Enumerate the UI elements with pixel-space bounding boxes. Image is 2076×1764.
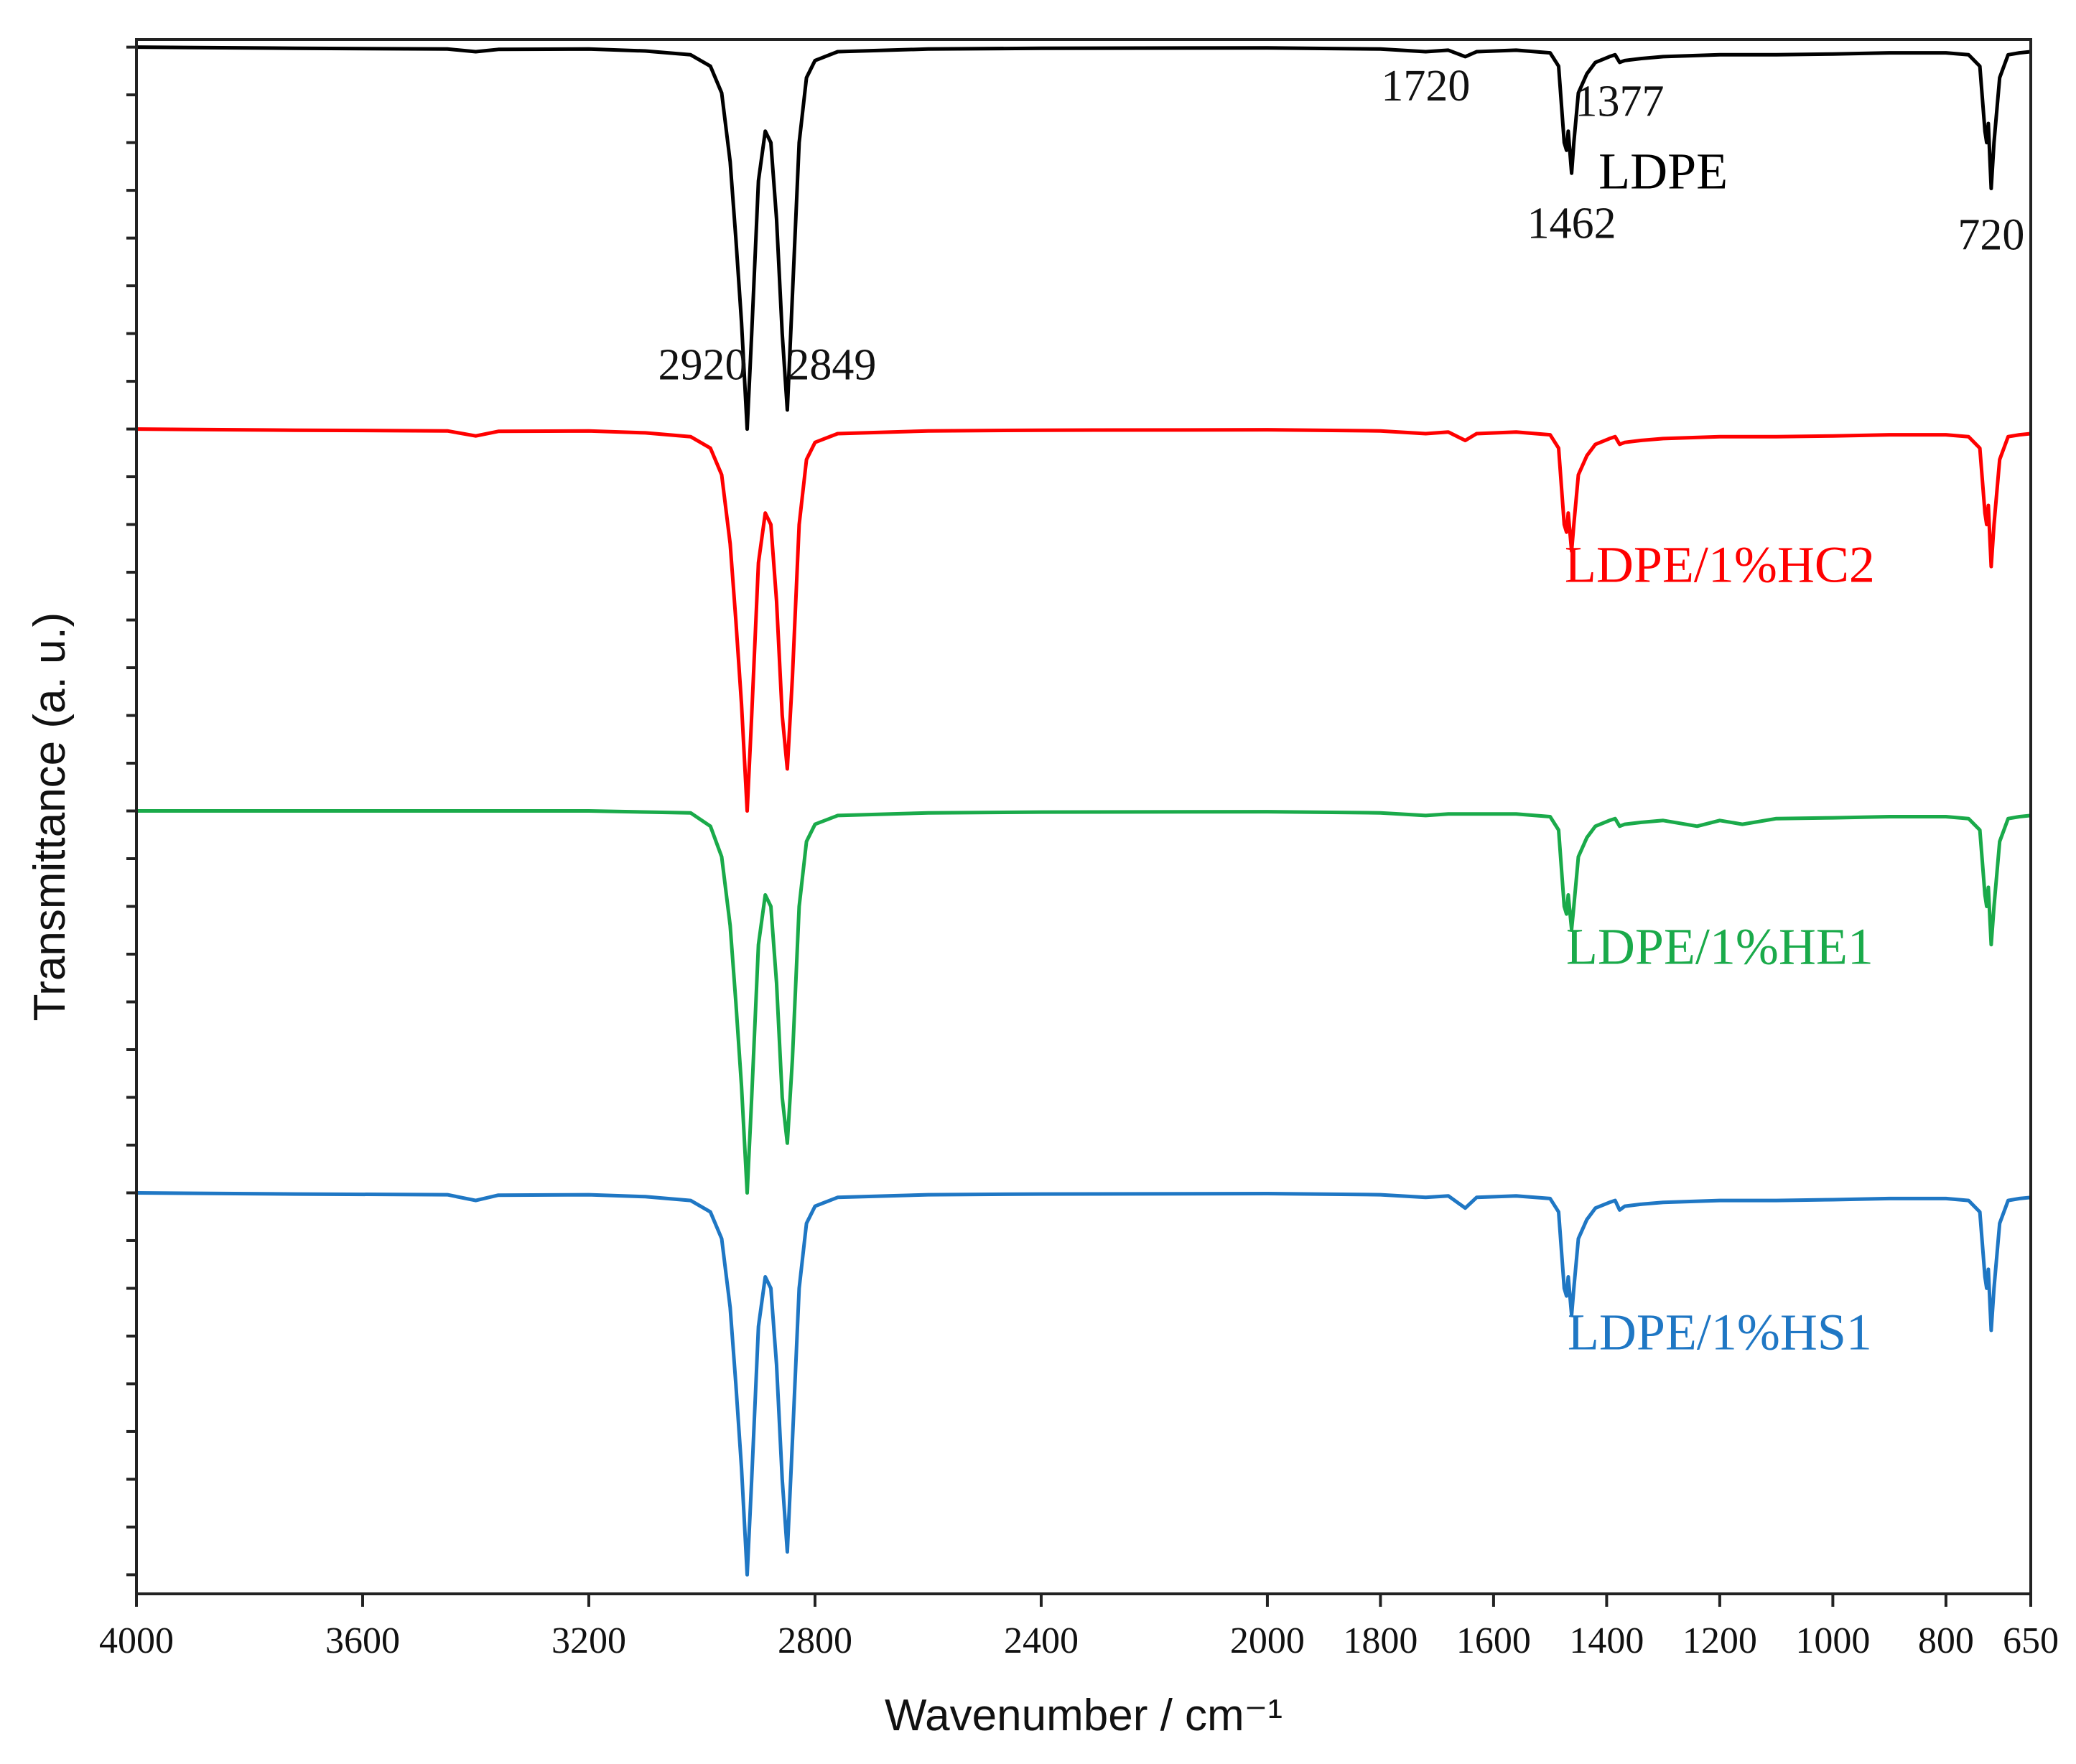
x-tick-label: 3600 [325,1620,400,1661]
x-tick-label: 4000 [99,1620,174,1661]
series-label: LDPE/1%HS1 [1568,1304,1872,1361]
x-axis-title: Wavenumber / cm⁻¹ [885,1691,1283,1740]
x-tick-label: 1800 [1343,1620,1418,1661]
x-tick-label: 3200 [551,1620,626,1661]
x-tick-label: 2800 [778,1620,852,1661]
peak-annotation: 1462 [1527,200,1616,248]
plot-frame [135,38,2032,1595]
x-tick-label: 1200 [1682,1620,1757,1661]
peak-annotation: 2849 [787,340,876,389]
peak-annotation: 1720 [1381,62,1470,111]
series-line-2 [136,427,2031,813]
x-tick-label: 1400 [1569,1620,1644,1661]
peak-annotation: 2920 [658,340,747,389]
series-line-4 [136,1191,2031,1577]
x-tick-label: 2000 [1230,1620,1305,1661]
peak-annotation: 720 [1958,211,2024,260]
series-label: LDPE [1598,142,1728,200]
x-tick-label: 1000 [1795,1620,1870,1661]
peak-annotation: 1377 [1575,77,1665,126]
x-tick-label: 2400 [1004,1620,1079,1661]
x-tick-label: 1600 [1456,1620,1531,1661]
series-label: LDPE/1%HC2 [1565,536,1875,593]
series-line-3 [136,809,2031,1195]
x-tick-label: 800 [1918,1620,1974,1661]
series-line-1 [136,45,2031,431]
y-axis-title: Transmittance (a. u.) [25,612,75,1022]
series-label: LDPE/1%HE1 [1566,918,1873,975]
x-tick-label: 650 [2003,1620,2059,1661]
